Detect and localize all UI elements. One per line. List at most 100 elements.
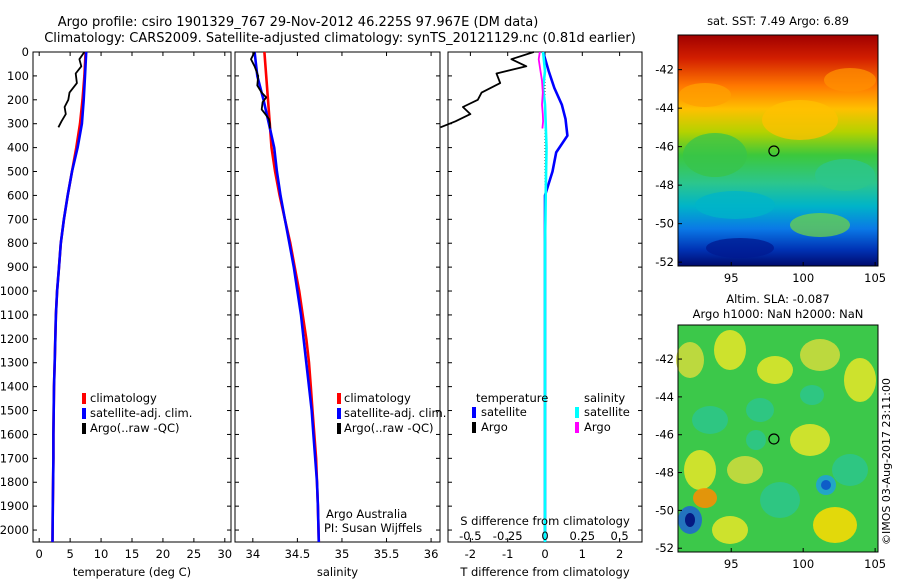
temperature-legend-label: climatology [90,391,157,405]
salinity-legend-swatch [337,423,341,434]
sla-patch [746,430,766,450]
sla-patch [790,424,830,456]
temperature-xtick-label: 5 [66,547,73,561]
sst-patch [706,238,774,258]
temperature-series-2-line [57,51,86,128]
sla-patch [712,516,748,544]
temperature-ytick-label: 100 [7,69,29,83]
temperature-ytick-label: 1200 [0,332,29,346]
difference-legend-swatch [472,422,476,433]
sla-map-title: Altim. SLA: -0.087 [726,292,830,306]
sst-patch [679,83,731,107]
temperature-ytick-label: 0 [22,45,29,59]
sla_map-ytick-label: -44 [655,390,674,404]
sst_map-ytick-label: -46 [655,140,674,154]
temperature-ytick-label: 1500 [0,404,29,418]
salinity-legend-label: satellite-adj. clim. [344,406,446,420]
sla_map-ytick-label: -52 [655,541,674,555]
temperature-xtick-label: 20 [156,547,171,561]
difference-xlabel: T difference from climatology [459,565,630,579]
sla-patch [693,488,717,508]
difference-xtick-label: -1 [502,547,513,561]
argo-australia-label: Argo Australia [326,507,407,521]
difference-xtick-label: -2 [465,547,476,561]
sla-patch [813,507,857,543]
salinity-xtick-label: 34.5 [285,547,311,561]
imos-stamp: ©IMOS 03-Aug-2017 23:11:00 [880,378,893,545]
sla_map-frame [677,324,879,553]
difference-legend-label: satellite [481,405,527,419]
temperature-legend-swatch [82,423,86,434]
sla_map-ytick-label: -46 [655,428,674,442]
difference-legend-label: satellite [584,405,630,419]
salinity-series-2-line [250,51,271,129]
temperature-panel: 0 5 10 15 20 25 300100200300400500600700800900… [0,45,232,579]
difference-series-2-line [541,51,548,542]
sla_map-ytick-label: -48 [655,466,674,480]
difference-xtick-top-label: 0.25 [570,529,596,543]
difference-xtick-top-label: -0.5 [459,529,481,543]
salinity-xlabel: salinity [317,565,358,579]
salinity-series-0-line [263,51,321,543]
difference-xtick-label: 2 [616,547,623,561]
difference-panel: -2 -1 0 1 2 T difference from climatology S di… [440,51,643,579]
salinity-axes-frame [234,51,441,543]
sst_map-ytick-label: -44 [655,101,674,115]
sla_map-xtick-label: 95 [724,557,739,571]
temperature-xtick-label: 10 [94,547,109,561]
temperature-ytick-label: 900 [7,260,29,274]
salinity-legend-swatch [337,393,341,404]
sla-patch [692,406,728,434]
difference-legend-label: Argo [481,420,508,434]
temperature-ytick-label: 400 [7,141,29,155]
temperature-xtick-label: 0 [36,547,43,561]
salinity-series-1-line [253,51,321,543]
difference-legend-header-temperature: temperature [476,391,548,405]
title-line-1: Argo profile: csiro 1901329_767 29-Nov-2… [58,15,539,30]
temperature-legend-swatch [82,408,86,419]
sla_map-argo-marker [768,433,780,445]
sla-patch [684,450,716,490]
temperature-ytick-label: 1600 [0,427,29,441]
title-line-2: Climatology: CARS2009. Satellite-adjuste… [44,31,636,46]
pi-label: PI: Susan Wijffels [324,521,422,535]
salinity-xtick-label: 35.5 [374,547,400,561]
difference-series-3-line [537,51,544,129]
sst-map-panel: sat. SST: 7.49 Argo: 6.89 95 100 105 -42 -44… [655,14,886,285]
sst_map-frame [677,34,879,267]
sla-patch [821,480,831,490]
sst-patch [824,68,876,92]
sst-map-title: sat. SST: 7.49 Argo: 6.89 [707,14,849,28]
sla-patch [714,330,746,370]
sst_map-ytick-label: -50 [655,217,674,231]
temperature-series-1-line [51,51,88,543]
sla-patch [760,482,800,518]
temperature-ytick-label: 800 [7,236,29,250]
salinity-legend-label: climatology [344,391,411,405]
temperature-ytick-label: 1300 [0,356,29,370]
difference-xtick-top-label: -0.25 [493,529,523,543]
sla-map-subtitle: Argo h1000: NaN h2000: NaN [693,307,864,321]
temperature-xtick-label: 25 [187,547,202,561]
sst_map-ytick-label: -48 [655,178,674,192]
sla-patch [685,513,695,527]
temperature-ytick-label: 1800 [0,475,29,489]
temperature-legend-label: satellite-adj. clim. [90,406,192,420]
difference-legend-label: Argo [584,420,611,434]
difference-xtick-top-label: 0.5 [610,529,628,543]
temperature-axes-frame [32,51,232,543]
temperature-xtick-label: 30 [217,547,232,561]
temperature-ytick-label: 600 [7,188,29,202]
sla-patch [832,454,868,486]
sst_map-argo-marker [768,145,780,157]
sst-patch [762,100,838,140]
sla_map-xtick-label: 105 [864,557,886,571]
salinity-xtick-label: 36 [424,547,439,561]
difference-legend-swatch [575,407,579,418]
difference-legend-swatch [575,422,579,433]
temperature-ytick-label: 1100 [0,308,29,322]
temperature-ytick-label: 1700 [0,451,29,465]
difference-xlabel-top: S difference from climatology [460,514,630,528]
temperature-ytick-label: 200 [7,93,29,107]
